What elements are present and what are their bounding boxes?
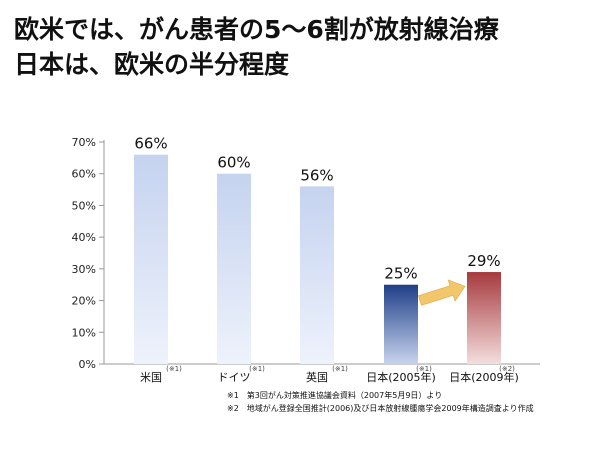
category-note-label: (※1) (416, 365, 432, 373)
y-tick-label: 70% (72, 136, 96, 149)
bar (300, 186, 334, 364)
y-tick-label: 40% (72, 231, 96, 244)
y-tick-label: 20% (72, 295, 96, 308)
trend-arrow-shape (417, 279, 466, 306)
bar-value-label: 29% (467, 252, 500, 270)
category-note-label: (※1) (166, 365, 182, 373)
slide-title-line-2: 日本は、欧米の半分程度 (14, 50, 290, 79)
bar (134, 154, 168, 364)
category-label: 米国 (140, 371, 162, 384)
bars (134, 154, 501, 364)
bar (217, 173, 251, 364)
bar-value-label: 56% (300, 166, 333, 184)
value-labels: 66% 60% 56% 25% 29% (134, 135, 500, 283)
bar-value-label: 25% (384, 265, 417, 283)
category-note-label: (※2) (499, 365, 515, 373)
x-axis-labels: 米国(※1)ドイツ(※1)英国(※1)日本(2005年)(※1)日本(2009年… (140, 365, 519, 384)
bar-value-label: 66% (134, 135, 167, 153)
bar-value-label: 60% (217, 154, 250, 172)
trend-arrow (417, 279, 466, 306)
footnote-2: ※2 地域がん登録全国推計(2006)及び日本放射線腫瘍学会2009年構造調査よ… (227, 404, 534, 413)
y-tick-label: 10% (72, 326, 96, 339)
category-note-label: (※1) (332, 365, 348, 373)
slide-title-line-1: 欧米では、がん患者の5〜6割が放射線治療 (14, 15, 499, 44)
category-label: ドイツ (218, 371, 251, 384)
category-note-label: (※1) (249, 365, 265, 373)
category-label: 日本(2005年) (366, 370, 436, 384)
y-tick-label: 30% (72, 263, 96, 276)
bar (467, 272, 501, 364)
category-label: 英国 (306, 370, 328, 384)
y-tick-label: 0% (79, 358, 96, 371)
y-tick-label: 60% (72, 168, 96, 181)
y-tick-label: 50% (72, 199, 96, 212)
category-label: 日本(2009年) (449, 370, 519, 384)
bar (384, 284, 418, 364)
y-axis: 0% 10% 20% 30% 40% 50% 60% 70% (72, 136, 540, 371)
footnote-1: ※1 第3回がん対策推進協議会資料（2007年5月9日）より (227, 391, 443, 400)
